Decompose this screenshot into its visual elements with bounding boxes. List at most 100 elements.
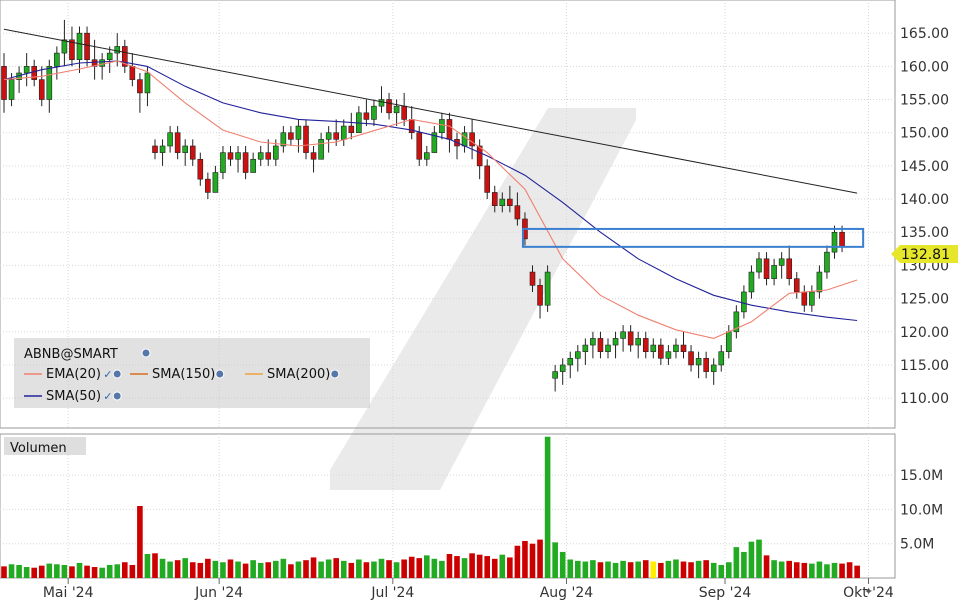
volume-bar [69,566,75,578]
candle-body [137,79,143,94]
volume-bar [106,564,113,578]
volume-title: Volumen [10,441,67,456]
scroll-right-arrow-icon[interactable]: ✦ [864,585,873,598]
volume-bar [23,567,30,578]
volume-bar [386,560,392,578]
candle-body [733,311,740,333]
candle-body [227,152,234,160]
volume-bar [424,555,430,578]
volume-bar [658,562,664,578]
candle-body [235,152,241,160]
volume-bar [559,551,566,578]
volume-bar [99,567,105,578]
candle-body [114,46,121,54]
last-price-badge: 132.81 [891,245,958,263]
volume-bar [816,561,823,578]
volume-bar [514,545,521,578]
volume-bar [680,561,687,578]
volume-bar [499,554,506,578]
indicator-visible-check-icon[interactable]: ✓ [103,390,112,403]
candle-body [439,119,445,134]
volume-bar [220,562,226,578]
symbol-settings-icon[interactable] [141,348,151,358]
candle-body [642,338,649,352]
indicator-settings-icon[interactable] [215,369,225,379]
volume-bar [552,542,558,578]
candle-body [597,338,604,352]
candle-body [303,125,309,153]
volume-grid [0,474,895,545]
price-tick-label: 115.00 [900,358,949,374]
volume-bar [363,562,370,578]
candle-body [741,291,747,313]
candle-body [129,66,136,80]
volume-bar [650,561,657,578]
candle-body [688,351,694,366]
volume-bar [793,562,800,578]
volume-bar [703,560,709,578]
candle-body [265,152,272,160]
volume-bar [756,539,762,578]
legend-label: SMA(150) [152,367,215,382]
volume-bar [325,559,332,578]
month-tick-label: Okt '24 [843,585,894,600]
volume-bar [665,560,672,578]
volume-bar [303,560,309,578]
month-tick-label: Jun '24 [194,585,243,600]
candle-body [673,344,679,352]
volume-bar [831,562,838,578]
candle-body [635,338,642,346]
volume-bar [446,554,453,578]
volume-bar [182,558,188,578]
volume-bar [318,561,324,578]
volume-bar [537,539,543,578]
candle-body [725,331,732,352]
indicator-settings-icon[interactable] [330,369,340,379]
candle-body [272,145,279,160]
candle-body [250,158,256,173]
volume-bar [348,562,355,578]
volume-bar [763,555,770,578]
volume-bar [620,560,626,578]
volume-bar [189,562,196,578]
volume-bar [786,560,792,578]
candles [1,19,845,392]
candle-body [393,105,400,114]
volume-bar [461,558,468,578]
candle-body [99,59,105,67]
candle-body [310,152,317,160]
volume-bar [31,567,37,578]
candle-body [242,152,249,173]
candle-body [559,364,566,372]
volume-bar [227,559,234,578]
volume-axis: 5.0M 10.0M 15.0M [900,468,943,553]
indicator-settings-icon[interactable] [112,369,122,379]
volume-bar [205,558,211,578]
candle-body [658,344,664,359]
candle-body [431,132,438,153]
volume-bar [439,560,445,578]
candle-body [182,145,188,153]
indicator-settings-icon[interactable] [112,391,122,401]
candle-body [816,271,823,293]
volume-bar [567,559,574,578]
volume-bar [265,562,272,578]
volume-bar [416,558,423,578]
indicator-visible-check-icon[interactable]: ✓ [103,368,112,381]
candle-body [695,358,702,366]
candle-body [69,39,75,61]
candle-body [710,364,717,372]
candle-body [288,132,294,140]
candle-body [386,99,392,114]
candle-body [174,132,181,153]
volume-tick-label: 10.0M [900,502,943,518]
legend-label: SMA(200) [267,367,330,382]
volume-bar [801,562,808,578]
price-tick-label: 155.00 [900,93,949,109]
candle-body [348,125,355,134]
candle-body [423,152,430,160]
month-tick-label: Mai '24 [43,585,94,600]
candle-body [84,32,90,61]
candle-body [507,198,513,207]
